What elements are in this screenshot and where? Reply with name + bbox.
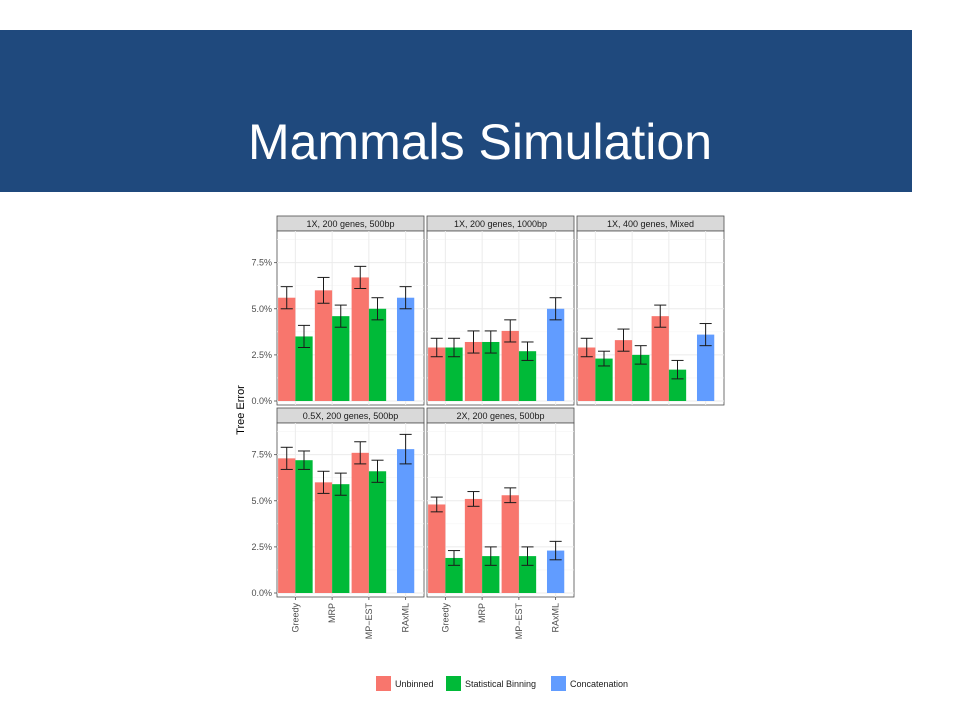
- bar-concatenation: [396, 449, 415, 593]
- facet-label: 1X, 400 genes, Mixed: [607, 219, 694, 229]
- y-tick-label: 2.5%: [251, 350, 272, 360]
- bar-unbinned: [501, 330, 519, 401]
- y-tick-label: 5.0%: [251, 304, 272, 314]
- bar-binned: [482, 341, 500, 401]
- facet-label: 0.5X, 200 genes, 500bp: [303, 411, 399, 421]
- y-tick-label: 7.5%: [251, 258, 272, 268]
- legend-key: [446, 676, 461, 691]
- bar-binned: [368, 471, 387, 593]
- bar-unbinned: [464, 498, 483, 593]
- bar-unbinned: [314, 290, 333, 401]
- bar-unbinned: [314, 482, 333, 593]
- bar-binned: [295, 336, 313, 401]
- legend-key: [551, 676, 566, 691]
- bar-binned: [332, 484, 350, 593]
- x-tick-label: MRP: [327, 603, 337, 623]
- bar-binned: [518, 351, 537, 401]
- bar-unbinned: [278, 458, 296, 593]
- bar-unbinned: [351, 452, 369, 593]
- y-axis-title: Tree Error: [235, 385, 247, 435]
- x-tick-label: MRP: [477, 603, 487, 623]
- bar-unbinned: [428, 347, 446, 401]
- facet-label: 1X, 200 genes, 500bp: [306, 219, 394, 229]
- slide-title: Mammals Simulation: [247, 114, 712, 170]
- legend-label: Statistical Binning: [465, 679, 536, 689]
- y-tick-label: 0.0%: [251, 588, 272, 598]
- bar-unbinned: [651, 316, 669, 401]
- x-tick-label: RAxML: [551, 603, 561, 633]
- x-tick-label: Greedy: [440, 603, 450, 633]
- x-tick-label: RAxML: [401, 603, 411, 633]
- x-tick-label: MP−EST: [514, 603, 524, 640]
- y-tick-label: 5.0%: [251, 496, 272, 506]
- facet-label: 2X, 200 genes, 500bp: [456, 411, 544, 421]
- legend-label: Unbinned: [395, 679, 434, 689]
- bar-concatenation: [546, 308, 565, 401]
- bar-unbinned: [351, 277, 369, 401]
- y-tick-label: 2.5%: [251, 542, 272, 552]
- bar-binned: [632, 354, 650, 401]
- bar-unbinned: [578, 347, 596, 401]
- x-tick-label: Greedy: [290, 603, 300, 633]
- legend-key: [376, 676, 391, 691]
- bar-unbinned: [278, 297, 296, 401]
- bar-unbinned: [614, 340, 633, 401]
- bar-binned: [668, 369, 687, 401]
- y-tick-label: 0.0%: [251, 396, 272, 406]
- bar-unbinned: [501, 495, 519, 593]
- bar-binned: [445, 557, 463, 593]
- bar-binned: [368, 308, 387, 401]
- bar-binned: [295, 460, 313, 593]
- facet-label: 1X, 200 genes, 1000bp: [454, 219, 547, 229]
- bar-concatenation: [696, 334, 715, 401]
- bar-concatenation: [396, 297, 415, 401]
- bar-binned: [332, 316, 350, 401]
- y-tick-label: 7.5%: [251, 450, 272, 460]
- bar-concatenation: [546, 550, 565, 593]
- bar-unbinned: [428, 504, 446, 593]
- title-band: [0, 30, 912, 192]
- x-tick-label: MP−EST: [364, 603, 374, 640]
- bar-binned: [445, 347, 463, 401]
- legend-label: Concatenation: [570, 679, 628, 689]
- bar-binned: [595, 358, 613, 401]
- bar-unbinned: [464, 341, 483, 401]
